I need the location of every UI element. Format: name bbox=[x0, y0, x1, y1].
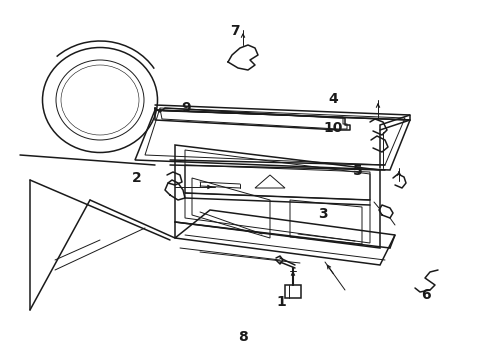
Text: 8: 8 bbox=[238, 330, 247, 343]
Text: 9: 9 bbox=[181, 101, 191, 115]
Text: 2: 2 bbox=[132, 171, 142, 185]
Text: 1: 1 bbox=[277, 296, 287, 309]
Text: 4: 4 bbox=[328, 92, 338, 106]
Text: 10: 10 bbox=[323, 121, 343, 135]
Text: 7: 7 bbox=[230, 24, 240, 37]
Text: 6: 6 bbox=[421, 288, 431, 302]
Text: 3: 3 bbox=[318, 207, 328, 221]
Text: 5: 5 bbox=[353, 164, 363, 178]
